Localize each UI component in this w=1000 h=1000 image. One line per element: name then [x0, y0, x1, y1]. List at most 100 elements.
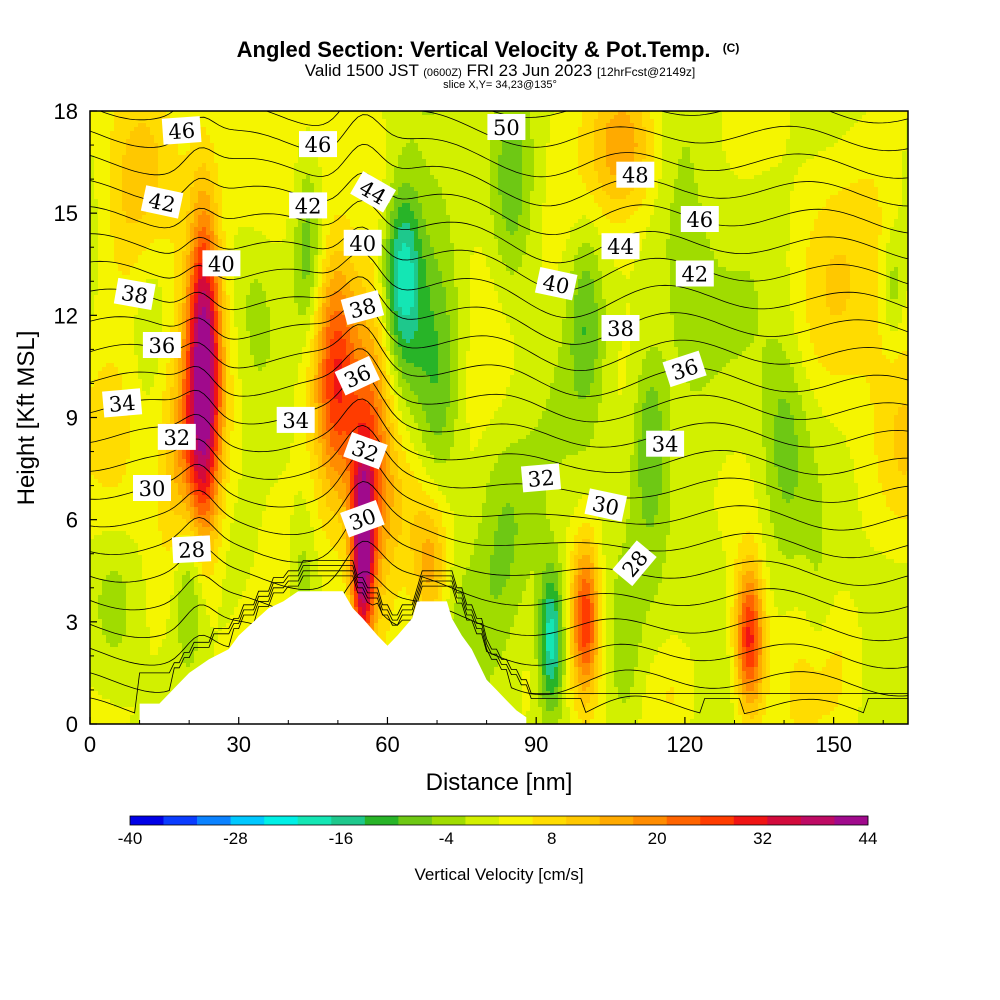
velocity-cell	[118, 119, 123, 124]
velocity-cell	[518, 155, 523, 160]
velocity-cell	[678, 183, 683, 188]
velocity-cell	[158, 155, 163, 160]
velocity-cell	[434, 115, 439, 120]
velocity-cell	[566, 131, 571, 136]
velocity-cell	[758, 115, 763, 120]
velocity-cell	[738, 139, 743, 144]
velocity-cell	[254, 115, 259, 120]
velocity-cell	[274, 123, 279, 128]
velocity-cell	[214, 167, 219, 172]
velocity-cell	[778, 191, 783, 196]
velocity-cell	[342, 119, 347, 124]
velocity-cell	[598, 131, 603, 136]
velocity-cell	[830, 163, 835, 168]
velocity-cell	[374, 123, 379, 128]
velocity-cell	[142, 155, 147, 160]
velocity-cell	[406, 115, 411, 120]
velocity-cell	[378, 175, 383, 180]
velocity-cell	[338, 207, 343, 212]
velocity-cell	[386, 179, 391, 184]
velocity-cell	[94, 119, 99, 124]
velocity-cell	[154, 151, 159, 156]
velocity-cell	[890, 127, 895, 132]
velocity-cell	[862, 131, 867, 136]
velocity-cell	[270, 171, 275, 176]
velocity-cell	[102, 187, 107, 192]
velocity-cell	[98, 119, 103, 124]
velocity-cell	[778, 167, 783, 172]
velocity-cell	[226, 119, 231, 124]
velocity-cell	[254, 147, 259, 152]
velocity-cell	[890, 171, 895, 176]
velocity-cell	[178, 187, 183, 192]
velocity-cell	[210, 191, 215, 196]
velocity-cell	[478, 171, 483, 176]
velocity-cell	[814, 167, 819, 172]
velocity-cell	[642, 195, 647, 200]
velocity-cell	[462, 175, 467, 180]
velocity-cell	[538, 159, 543, 164]
velocity-cell	[450, 147, 455, 152]
velocity-cell	[570, 143, 575, 148]
velocity-cell	[254, 163, 259, 168]
velocity-cell	[242, 135, 247, 140]
velocity-cell	[674, 143, 679, 148]
velocity-cell	[678, 199, 683, 204]
velocity-cell	[246, 163, 251, 168]
velocity-cell	[410, 195, 415, 200]
velocity-cell	[442, 175, 447, 180]
velocity-cell	[662, 155, 667, 160]
velocity-cell	[726, 163, 731, 168]
velocity-cell	[790, 127, 795, 132]
velocity-cell	[730, 127, 735, 132]
velocity-cell	[482, 135, 487, 140]
velocity-cell	[350, 179, 355, 184]
velocity-cell	[398, 151, 403, 156]
velocity-cell	[290, 175, 295, 180]
velocity-cell	[302, 163, 307, 168]
velocity-cell	[410, 155, 415, 160]
velocity-cell	[662, 139, 667, 144]
velocity-cell	[246, 155, 251, 160]
velocity-cell	[194, 191, 199, 196]
velocity-cell	[454, 147, 459, 152]
velocity-cell	[562, 187, 567, 192]
velocity-cell	[474, 163, 479, 168]
velocity-cell	[690, 159, 695, 164]
velocity-cell	[722, 115, 727, 120]
velocity-cell	[490, 179, 495, 184]
velocity-cell	[610, 163, 615, 168]
velocity-cell	[378, 135, 383, 140]
velocity-cell	[114, 135, 119, 140]
velocity-cell	[802, 167, 807, 172]
velocity-cell	[122, 207, 127, 212]
velocity-cell	[510, 151, 515, 156]
velocity-cell	[674, 199, 679, 204]
velocity-cell	[622, 115, 627, 120]
velocity-cell	[474, 139, 479, 144]
velocity-cell	[866, 175, 871, 180]
velocity-cell	[674, 159, 679, 164]
velocity-cell	[894, 131, 899, 136]
velocity-cell	[534, 195, 539, 200]
velocity-cell	[754, 155, 759, 160]
velocity-cell	[658, 171, 663, 176]
velocity-cell	[314, 179, 319, 184]
velocity-cell	[650, 199, 655, 204]
velocity-cell	[710, 179, 715, 184]
velocity-cell	[370, 171, 375, 176]
velocity-cell	[786, 143, 791, 148]
velocity-cell	[558, 167, 563, 172]
velocity-cell	[182, 163, 187, 168]
velocity-cell	[318, 163, 323, 168]
velocity-cell	[194, 151, 199, 156]
velocity-cell	[742, 167, 747, 172]
velocity-cell	[246, 171, 251, 176]
velocity-cell	[730, 147, 735, 152]
velocity-cell	[686, 195, 691, 200]
velocity-cell	[862, 139, 867, 144]
velocity-cell	[146, 151, 151, 156]
velocity-cell	[646, 199, 651, 204]
velocity-cell	[230, 139, 235, 144]
velocity-cell	[590, 139, 595, 144]
